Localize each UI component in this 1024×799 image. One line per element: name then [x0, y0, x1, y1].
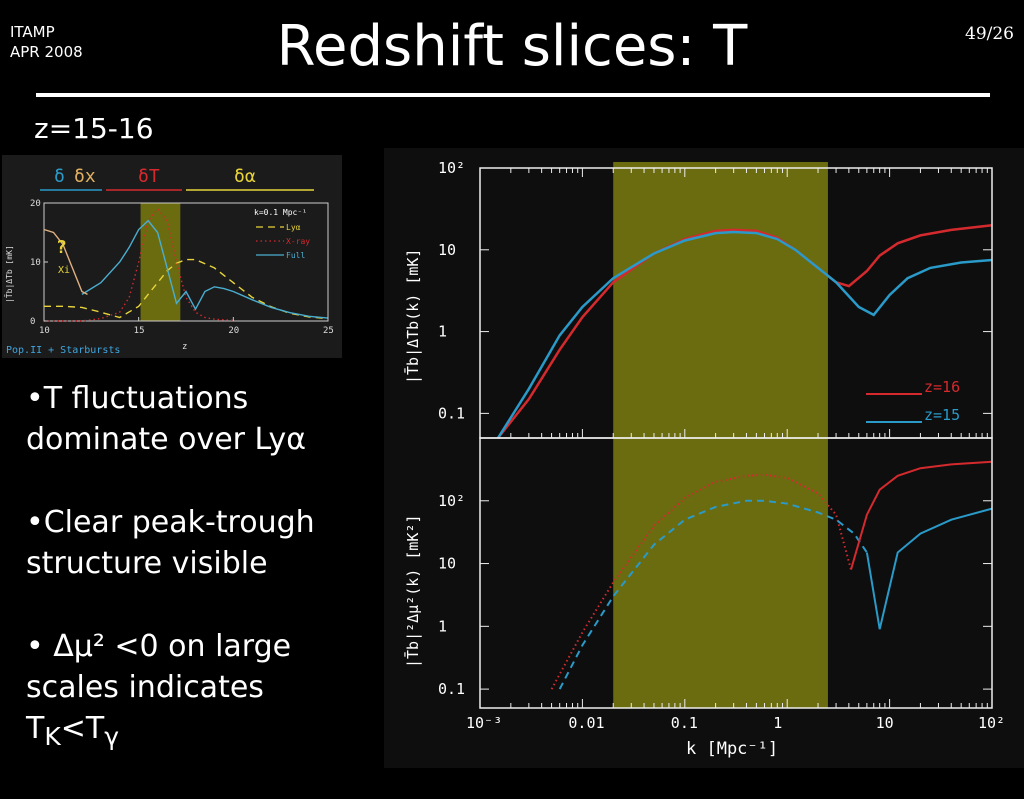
- inset-footer-label: Pop.II + Starbursts: [6, 345, 120, 356]
- top-highlight-band: [613, 162, 828, 438]
- inset-y-tick-label: 0: [30, 317, 35, 327]
- bottom-y-tick-label: 1: [438, 617, 447, 635]
- slide-title: Redshift slices: T: [276, 14, 748, 79]
- top-y-axis-label: |T̄b|Δ̄Tb(k) [mK]: [403, 249, 422, 384]
- x-tick-label: 0.01: [568, 714, 604, 732]
- top-y-tick-label: 10²: [438, 159, 465, 177]
- bullet-item: •T fluctuations dominate over Lyα: [26, 381, 307, 457]
- bullet-subscript: K: [44, 722, 61, 751]
- org-label: ITAMP: [10, 23, 55, 41]
- main-series-group: [496, 223, 993, 690]
- inset-x-tick-label: 20: [228, 326, 239, 336]
- inset-x-axis-label: z: [182, 342, 187, 352]
- bottom-panel-frame: [479, 437, 993, 709]
- bottom-series-line-z16-solid: [850, 460, 993, 570]
- inset-highlight-band: [140, 203, 181, 321]
- top-y-tick-label: 0.1: [438, 404, 465, 422]
- inset-legend-label: Lyα: [286, 223, 301, 232]
- region-label-delta: δ: [54, 166, 65, 187]
- x-tick-label: 0.1: [671, 714, 698, 732]
- region-label-delta-t: δT: [138, 166, 160, 187]
- slide-number: 49/26: [965, 24, 1014, 44]
- bottom-y-tick-label: 10²: [438, 492, 465, 510]
- x-tick-label: 10: [876, 714, 894, 732]
- bullet-item: • Δμ² <0 on large scales indicates TK<Tγ: [26, 626, 366, 757]
- top-series-line-z15: [496, 230, 993, 439]
- inset-series-group: [43, 207, 329, 322]
- inset-legend-label: X-ray: [286, 237, 310, 246]
- inset-series-line-full: [81, 219, 329, 319]
- x-tick-label: 10²: [978, 714, 1005, 732]
- inset-series-line-xi: [43, 228, 88, 296]
- bottom-series-line-z15-dashed: [558, 499, 868, 690]
- bottom-y-axis-label: |T̄b|²Δμ²(k) [mK²]: [403, 514, 422, 668]
- bottom-y-tick-label: 0.1: [438, 680, 465, 698]
- inset-series-line-x-ray: [44, 207, 234, 322]
- legend-label-z15: z=15: [924, 406, 960, 424]
- bullet-subscript: γ: [104, 722, 119, 751]
- inset-y-tick-label: 10: [30, 258, 41, 268]
- x-tick-label: 1: [773, 714, 782, 732]
- inset-legend-label: Full: [286, 251, 305, 260]
- inset-y-axis-label: |T̄b|Δ̄Tb [mK]: [4, 245, 14, 303]
- region-label-delta-x: δx: [74, 166, 96, 187]
- inset-xi-label: Xi: [58, 265, 70, 276]
- slide-subtitle: z=15-16: [34, 112, 154, 145]
- inset-question-mark: ?: [56, 237, 67, 258]
- inset-region-arrows: δ δx δT δα: [40, 166, 314, 191]
- bottom-y-tick-label: 10: [438, 555, 456, 573]
- bottom-highlight-band: [613, 438, 828, 708]
- date-label: APR 2008: [10, 43, 83, 61]
- top-y-tick-label: 10: [438, 241, 456, 259]
- main-legend: z=16 z=15: [866, 378, 960, 424]
- main-tick-group: 10⁻³ 0.01 0.1 1 10 10² 10² 10 1 0.1 10² 10 1 0.1: [438, 159, 1005, 732]
- inset-x-tick-label: 10: [39, 326, 50, 336]
- inset-tick-group: 10 15 20 25 0 10 20: [30, 199, 334, 336]
- region-label-delta-alpha: δα: [234, 166, 256, 187]
- x-axis-label: k [Mpc⁻¹]: [686, 739, 778, 759]
- legend-label-z16: z=16: [924, 378, 960, 396]
- main-chart: 10⁻³ 0.01 0.1 1 10 10² 10² 10 1 0.1 10² 10 1 0.1 |T̄b…: [384, 148, 1024, 768]
- slide-header-meta: ITAMP APR 2008: [10, 22, 83, 62]
- bullet-item: •Clear peak-trough structure visible: [26, 505, 315, 581]
- inset-y-tick-label: 20: [30, 199, 41, 209]
- inset-legend: Lyα X-ray Full: [256, 223, 310, 260]
- bullet-text: <T: [60, 711, 105, 746]
- bottom-series-line-z16-dotted: [550, 473, 852, 690]
- inset-annotation-k: k=0.1 Mpc⁻¹: [254, 208, 307, 217]
- inset-x-tick-label: 25: [323, 326, 334, 336]
- bullet-list: •T fluctuations dominate over Lyα •Clear…: [26, 378, 366, 799]
- title-rule: [36, 93, 990, 97]
- x-tick-label: 10⁻³: [466, 714, 502, 732]
- top-y-tick-label: 1: [438, 323, 447, 341]
- bottom-series-line-z15-solid: [865, 507, 993, 630]
- bullet-text: • Δμ² <0 on large scales indicates T: [26, 629, 292, 746]
- inset-x-tick-label: 15: [134, 326, 145, 336]
